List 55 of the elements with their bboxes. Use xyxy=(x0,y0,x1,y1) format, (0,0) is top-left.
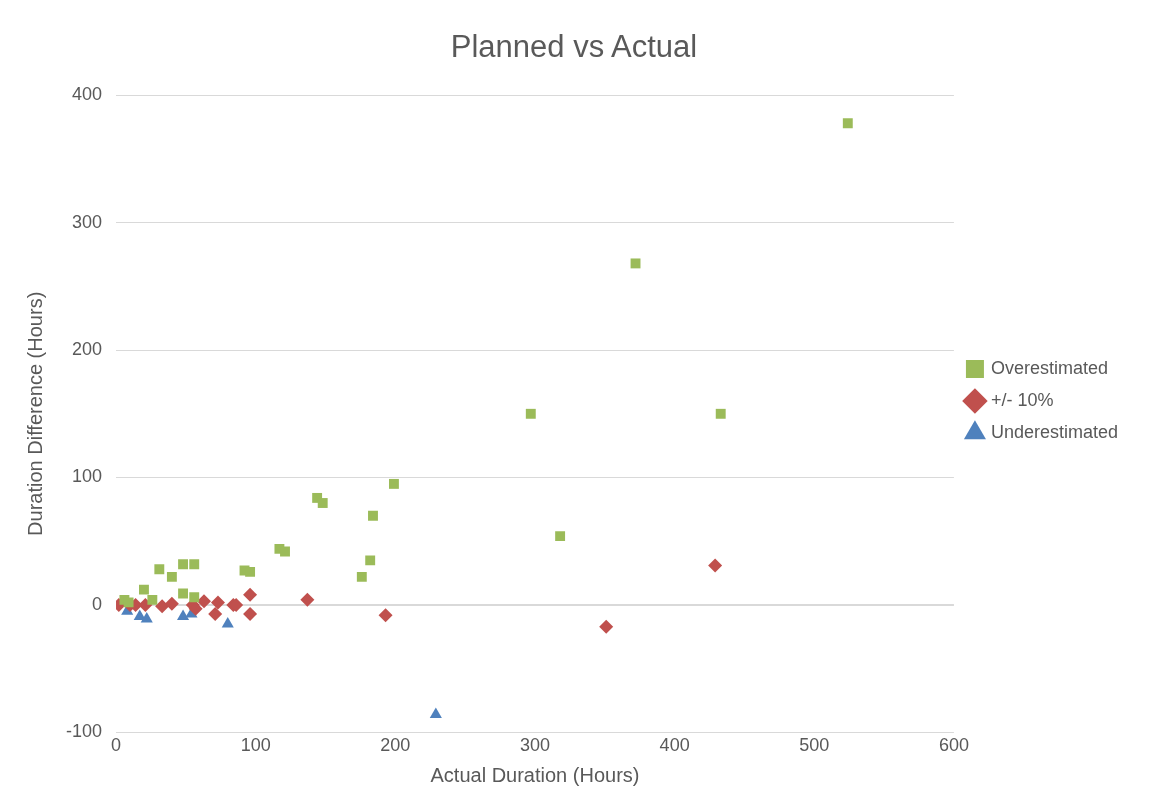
y-tick-label: -100 xyxy=(66,721,103,742)
y-axis-title: Duration Difference (Hours) xyxy=(23,291,46,536)
point xyxy=(708,558,723,573)
point xyxy=(599,619,614,634)
point xyxy=(189,592,200,603)
point xyxy=(243,587,258,602)
point xyxy=(210,595,225,610)
point xyxy=(155,599,170,614)
x-tick-label: 200 xyxy=(380,735,411,756)
x-tick-label: 400 xyxy=(659,735,690,756)
point xyxy=(164,596,179,611)
y-tick-label: 200 xyxy=(71,339,103,360)
y-tick-label: 100 xyxy=(71,466,103,487)
point xyxy=(630,258,641,269)
point xyxy=(123,597,134,608)
point xyxy=(525,408,536,419)
point xyxy=(140,611,153,623)
point xyxy=(178,588,189,599)
legend-label: +/- 10% xyxy=(990,389,1054,410)
x-tick-label: 100 xyxy=(240,735,271,756)
point xyxy=(154,564,165,575)
x-tick-label: 500 xyxy=(799,735,830,756)
point xyxy=(555,531,566,542)
legend-label: Underestimated xyxy=(990,421,1119,442)
point xyxy=(388,478,399,489)
point xyxy=(317,498,328,508)
y-tick-label: 300 xyxy=(71,211,103,232)
point xyxy=(221,617,234,628)
legend-label: Overestimated xyxy=(990,357,1108,378)
point xyxy=(842,118,853,129)
y-tick-label: 400 xyxy=(71,84,103,105)
point xyxy=(197,594,212,609)
point xyxy=(166,571,177,582)
point xyxy=(177,609,190,620)
y-tick-label: 0 xyxy=(92,593,103,614)
point xyxy=(715,408,726,419)
x-tick-label: 0 xyxy=(111,735,122,756)
point xyxy=(189,559,200,570)
x-axis-title: Actual Duration (Hours) xyxy=(430,763,640,786)
point xyxy=(429,707,442,719)
point xyxy=(208,606,223,621)
chart-title: Planned vs Actual xyxy=(450,29,698,65)
point xyxy=(378,608,393,623)
x-tick-label: 600 xyxy=(938,735,969,756)
point xyxy=(280,546,290,557)
point xyxy=(368,510,378,521)
point xyxy=(365,555,376,566)
point xyxy=(243,606,258,621)
point xyxy=(147,594,158,605)
point xyxy=(245,566,256,577)
point xyxy=(139,584,149,595)
x-tick-label: 300 xyxy=(519,735,550,756)
point xyxy=(356,571,367,582)
point xyxy=(300,592,315,607)
point xyxy=(178,559,189,570)
